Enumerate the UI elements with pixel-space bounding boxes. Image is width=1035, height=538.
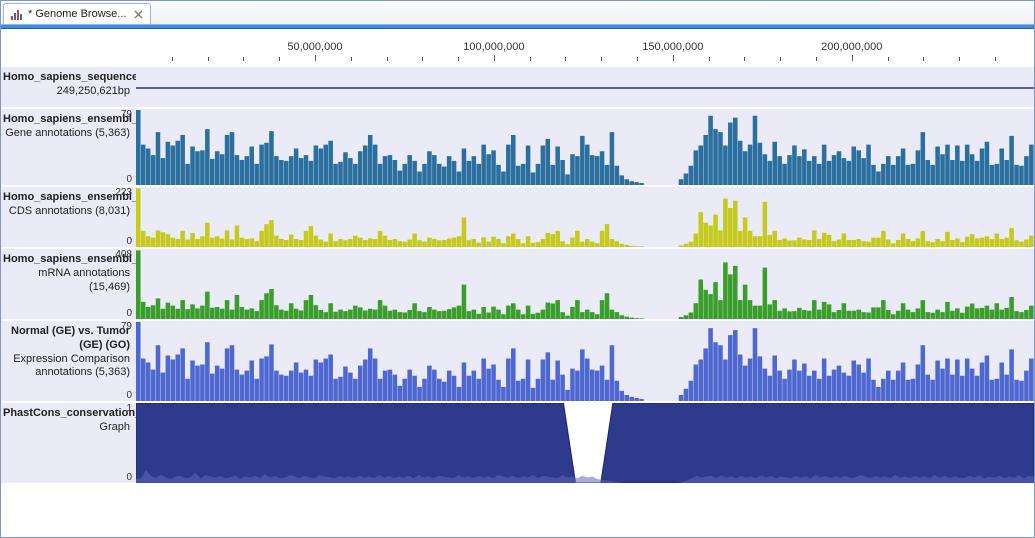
ruler-minor-tick [923,57,924,61]
track-title: Homo_sapiens_sequence_hg19 [3,71,130,85]
ruler-minor-tick [243,57,244,61]
ruler-minor-tick [995,57,996,61]
ruler-minor-tick [279,57,280,61]
track-label[interactable]: PhastCons_conservation_scores_hg19Graph [1,403,136,483]
track-mrna: Homo_sapiens_ensembl_v74_mRNAmRNA annota… [1,247,1034,319]
tab-title: * Genome Browse... [28,8,126,20]
track-title: Homo_sapiens_ensembl_v74_CDS [3,191,130,205]
y-max-label: 408 [115,249,136,260]
track-sequence: Homo_sapiens_sequence_hg19249,250,621bp [1,65,1034,107]
close-icon[interactable] [132,8,144,20]
ruler-minor-tick [816,57,817,61]
track-phastcons: PhastCons_conservation_scores_hg19Graph1… [1,401,1034,483]
ruler-label-spacer [1,29,136,65]
genome-browser-icon [10,7,24,21]
ruler-minor-tick [780,57,781,61]
ruler-minor-tick [959,57,960,61]
y-min-label: 0 [126,174,136,185]
y-min-label: 0 [126,236,136,247]
ruler-major-label: 50,000,000 [287,41,342,53]
track-title: Homo_sapiens_ensembl_v74_mRNA [3,253,130,267]
tab-bar: * Genome Browse... [1,1,1034,25]
y-min-label: 0 [126,308,136,319]
ruler-major-tick [673,55,674,61]
track-label[interactable]: Homo_sapiens_sequence_hg19249,250,621bp [1,67,136,107]
track-cds: Homo_sapiens_ensembl_v74_CDSCDS annotati… [1,185,1034,247]
y-max-label: 223 [115,187,136,198]
track-plot-area[interactable]: 10 [136,403,1034,483]
track-chart [136,109,1034,185]
ruler-major-label: 200,000,000 [821,41,882,53]
track-plot-area[interactable]: 4080 [136,249,1034,319]
track-title: Homo_sapiens_ensembl_v74_Genes [3,113,130,127]
track-expr: Normal (GE) vs. Tumor (GE) (GO)Expressio… [1,319,1034,401]
ruler-minor-tick [637,57,638,61]
y-max-label: 1 [126,403,136,414]
sequence-axis [136,87,1034,89]
y-max-label: 79 [121,109,136,120]
ruler-major-tick [494,55,495,61]
track-subtitle: Gene annotations (5,363) [3,127,130,141]
ruler-major-tick [315,55,316,61]
ruler-minor-tick [601,57,602,61]
y-min-label: 0 [126,390,136,401]
ruler-minor-tick [565,57,566,61]
track-subtitle: Expression Comparison annotations (5,363… [3,353,130,381]
app-window: * Genome Browse... 50,000,000 100,000,000… [0,0,1035,538]
track-chart [136,403,1034,483]
y-min-label: 0 [126,472,136,483]
ruler-row: 50,000,000 100,000,000 150,000,000 200,000,… [1,29,1034,65]
ruler-minor-tick [530,57,531,61]
ruler-minor-tick [172,57,173,61]
track-plot-area[interactable] [136,67,1034,107]
track-subtitle: CDS annotations (8,031) [3,205,130,219]
track-title: PhastCons_conservation_scores_hg19 [3,407,130,421]
ruler-minor-tick [458,57,459,61]
track-chart [136,321,1034,401]
ruler-minor-tick [208,57,209,61]
ruler-major-label: 100,000,000 [463,41,524,53]
ruler-minor-tick [422,57,423,61]
track-chart [136,187,1034,247]
ruler-plot[interactable]: 50,000,000 100,000,000 150,000,000 200,000,… [136,29,1034,65]
track-title: Normal (GE) vs. Tumor (GE) (GO) [3,325,130,353]
tab-genome-browser[interactable]: * Genome Browse... [3,3,151,24]
track-subtitle: Graph [3,421,130,435]
track-subtitle: mRNA annotations (15,469) [3,267,130,295]
track-plot-area[interactable]: 2230 [136,187,1034,247]
ruler-minor-tick [709,57,710,61]
track-subtitle: 249,250,621bp [3,85,130,99]
track-chart [136,249,1034,319]
y-max-label: 79 [121,321,136,332]
genome-view: 50,000,000 100,000,000 150,000,000 200,000,… [1,29,1034,537]
ruler-major-tick [852,55,853,61]
ruler-minor-tick [351,57,352,61]
track-label[interactable]: Normal (GE) vs. Tumor (GE) (GO)Expressio… [1,321,136,401]
ruler-minor-tick [744,57,745,61]
ruler-minor-tick [888,57,889,61]
ruler-minor-tick [387,57,388,61]
track-label[interactable]: Homo_sapiens_ensembl_v74_GenesGene annot… [1,109,136,185]
ruler-major-label: 150,000,000 [642,41,703,53]
track-plot-area[interactable]: 790 [136,321,1034,401]
track-plot-area[interactable]: 790 [136,109,1034,185]
track-genes: Homo_sapiens_ensembl_v74_GenesGene annot… [1,107,1034,185]
